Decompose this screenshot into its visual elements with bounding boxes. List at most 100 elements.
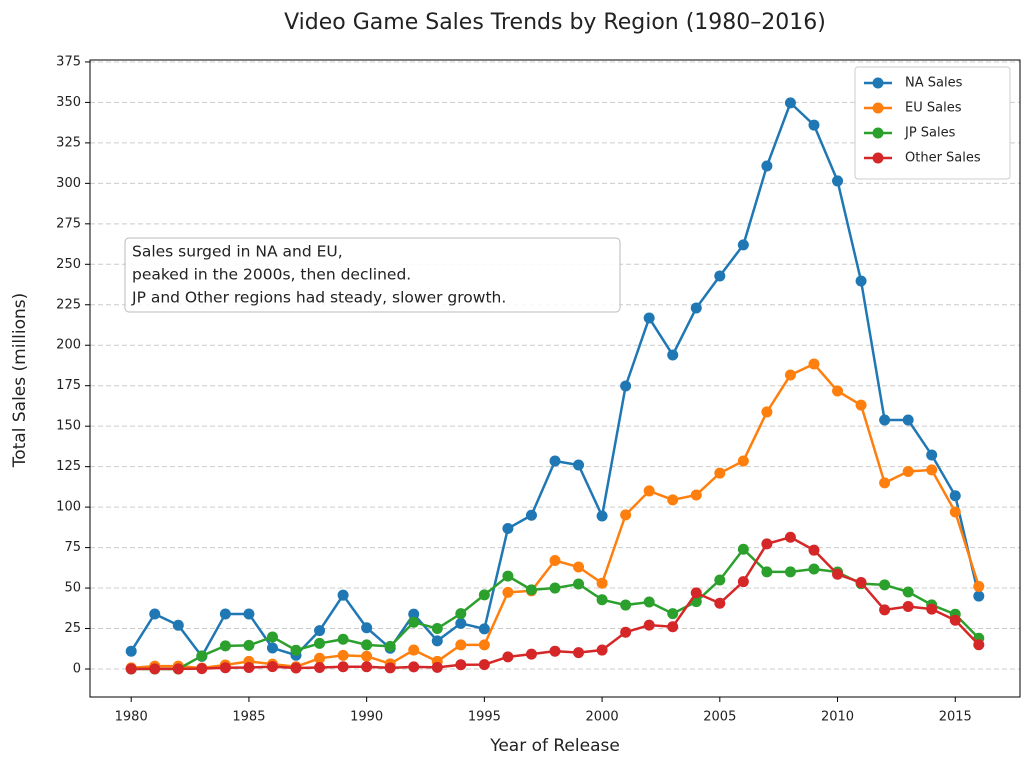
- data-point: [125, 645, 137, 657]
- data-point: [478, 589, 490, 601]
- y-tick-label: 0: [73, 661, 81, 676]
- data-point: [196, 650, 208, 662]
- data-point: [667, 621, 679, 633]
- data-point: [455, 639, 467, 651]
- data-point: [737, 543, 749, 555]
- data-point: [690, 489, 702, 501]
- data-point: [337, 633, 349, 645]
- data-point: [384, 640, 396, 652]
- data-point: [455, 608, 467, 620]
- y-tick-label: 125: [56, 459, 81, 474]
- data-point: [573, 459, 585, 471]
- data-point: [361, 650, 373, 662]
- data-point: [973, 580, 985, 592]
- data-point: [243, 662, 255, 674]
- data-point: [549, 555, 561, 567]
- data-point: [431, 635, 443, 647]
- data-point: [149, 663, 161, 675]
- data-point: [290, 644, 302, 656]
- data-point: [125, 663, 137, 675]
- y-tick-label: 275: [56, 216, 81, 231]
- annotation-text: Sales surged in NA and EU,: [132, 243, 343, 261]
- data-point: [973, 590, 985, 602]
- data-point: [525, 509, 537, 521]
- data-point: [808, 358, 820, 370]
- data-point: [643, 312, 655, 324]
- data-point: [525, 584, 537, 596]
- data-point: [855, 399, 867, 411]
- data-point: [690, 587, 702, 599]
- data-point: [361, 661, 373, 673]
- data-point: [266, 642, 278, 654]
- data-point: [761, 566, 773, 578]
- data-point: [337, 649, 349, 661]
- x-axis-label: Year of Release: [489, 736, 620, 756]
- data-point: [502, 522, 514, 534]
- data-point: [902, 586, 914, 598]
- legend-box: [854, 66, 1011, 180]
- data-point: [714, 597, 726, 609]
- data-point: [902, 466, 914, 478]
- data-point: [667, 494, 679, 506]
- y-tick-label: 75: [64, 540, 81, 555]
- data-point: [596, 644, 608, 656]
- data-point: [455, 617, 467, 629]
- data-point: [879, 414, 891, 426]
- data-point: [337, 661, 349, 673]
- annotation-text: peaked in the 2000s, then declined.: [132, 266, 411, 284]
- data-point: [219, 640, 231, 652]
- annotation-box: [124, 237, 621, 313]
- data-point: [949, 506, 961, 518]
- annotation-text: JP and Other regions had steady, slower …: [131, 289, 506, 307]
- data-point: [549, 582, 561, 594]
- y-tick-label: 225: [56, 297, 81, 312]
- data-point: [808, 119, 820, 131]
- data-point: [855, 275, 867, 287]
- data-point: [737, 455, 749, 467]
- data-point: [337, 589, 349, 601]
- legend-marker: [872, 77, 884, 89]
- data-point: [290, 662, 302, 674]
- x-tick-label: 1995: [468, 710, 501, 725]
- data-point: [243, 608, 255, 620]
- data-point: [926, 603, 938, 615]
- data-point: [737, 576, 749, 588]
- data-point: [737, 239, 749, 251]
- data-point: [549, 455, 561, 467]
- data-point: [832, 385, 844, 397]
- x-tick-label: 1990: [350, 710, 383, 725]
- data-point: [596, 577, 608, 589]
- y-tick-label: 25: [64, 621, 81, 636]
- data-point: [832, 175, 844, 187]
- data-point: [196, 663, 208, 675]
- data-point: [314, 637, 326, 649]
- data-point: [266, 661, 278, 673]
- data-point: [714, 270, 726, 282]
- data-point: [219, 662, 231, 674]
- data-point: [690, 302, 702, 314]
- data-point: [431, 623, 443, 635]
- x-tick-label: 2015: [939, 710, 972, 725]
- chart-title: Video Game Sales Trends by Region (1980–…: [284, 10, 826, 35]
- data-point: [667, 608, 679, 620]
- legend-marker: [872, 102, 884, 114]
- data-point: [573, 561, 585, 573]
- data-point: [478, 623, 490, 635]
- data-point: [643, 596, 655, 608]
- data-point: [855, 577, 867, 589]
- data-point: [949, 614, 961, 626]
- data-point: [361, 639, 373, 651]
- data-point: [808, 544, 820, 556]
- data-point: [902, 601, 914, 613]
- data-point: [408, 608, 420, 620]
- y-tick-label: 175: [56, 378, 81, 393]
- data-point: [714, 467, 726, 479]
- data-point: [643, 485, 655, 497]
- data-point: [455, 659, 467, 671]
- data-point: [502, 586, 514, 598]
- data-point: [431, 661, 443, 673]
- data-point: [266, 631, 278, 643]
- data-point: [243, 639, 255, 651]
- data-point: [502, 651, 514, 663]
- legend-marker: [872, 152, 884, 164]
